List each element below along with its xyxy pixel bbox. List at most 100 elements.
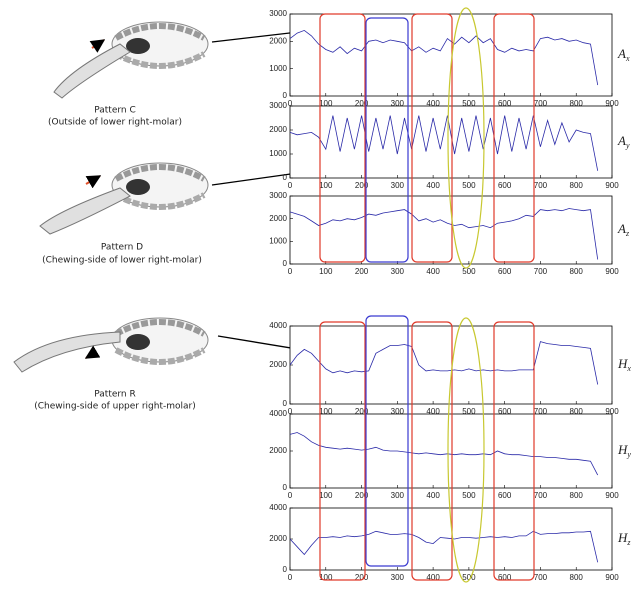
annotations xyxy=(319,7,535,583)
y-axis-label: Ay xyxy=(617,133,630,150)
pattern-caption: (Chewing-side of upper right-molar) xyxy=(34,402,196,412)
x-tick-label: 300 xyxy=(391,267,405,276)
x-tick-label: 900 xyxy=(605,99,619,108)
pattern-label: Pattern D xyxy=(101,243,143,253)
y-tick-label: 3000 xyxy=(269,9,287,18)
x-tick-label: 500 xyxy=(462,267,476,276)
signal-line xyxy=(289,432,599,476)
chart: 0 1000 2000 3000 0 100 200 300 400 500 600 700 800 90… xyxy=(269,191,630,276)
y-axis-label-subscript: z xyxy=(626,538,631,547)
signal-line xyxy=(289,341,599,385)
pattern-caption: (Chewing-side of lower right-molar) xyxy=(42,256,202,266)
x-tick-label: 300 xyxy=(391,407,405,416)
signal-line xyxy=(289,29,599,86)
x-tick-label: 400 xyxy=(426,181,440,190)
highlight-box xyxy=(493,13,535,263)
highlight-box xyxy=(493,321,535,581)
x-tick-label: 800 xyxy=(570,407,584,416)
y-tick-label: 1000 xyxy=(269,149,287,158)
x-tick-label: 900 xyxy=(605,181,619,190)
x-tick-label: 0 xyxy=(288,491,293,500)
x-tick-label: 700 xyxy=(534,99,548,108)
y-tick-label: 2000 xyxy=(269,446,287,455)
x-tick-label: 300 xyxy=(391,99,405,108)
x-tick-label: 200 xyxy=(355,181,369,190)
signal-line xyxy=(289,115,599,171)
x-tick-label: 500 xyxy=(462,491,476,500)
y-tick-label: 2000 xyxy=(269,534,287,543)
highlight-box xyxy=(365,17,409,263)
y-axis-label: Ax xyxy=(617,46,630,63)
y-tick-label: 1000 xyxy=(269,236,287,245)
x-tick-label: 800 xyxy=(570,99,584,108)
y-axis-label-main: H xyxy=(617,442,628,457)
y-axis-label-subscript: x xyxy=(626,364,631,373)
x-tick-label: 400 xyxy=(426,573,440,582)
y-tick-label: 3000 xyxy=(269,101,287,110)
x-tick-label: 500 xyxy=(462,99,476,108)
y-axis-label-subscript: y xyxy=(625,141,630,150)
x-tick-label: 200 xyxy=(355,573,369,582)
x-tick-label: 600 xyxy=(498,573,512,582)
y-tick-label: 4000 xyxy=(269,503,287,512)
x-tick-label: 300 xyxy=(391,573,405,582)
x-tick-label: 0 xyxy=(288,99,293,108)
y-axis-label: Hz xyxy=(617,530,631,547)
signal-line xyxy=(289,530,599,563)
x-tick-label: 900 xyxy=(605,407,619,416)
x-tick-label: 600 xyxy=(498,491,512,500)
x-tick-label: 500 xyxy=(462,407,476,416)
x-tick-label: 0 xyxy=(288,573,293,582)
x-tick-label: 100 xyxy=(319,267,333,276)
plot-frame xyxy=(289,13,613,97)
illustration xyxy=(53,22,208,99)
y-tick-label: 0 xyxy=(283,173,288,182)
y-axis-label-main: A xyxy=(617,46,626,61)
y-axis-label: Hx xyxy=(617,356,631,373)
pattern-caption: (Outside of lower right-molar) xyxy=(48,118,182,128)
x-tick-label: 200 xyxy=(355,491,369,500)
y-axis-label-subscript: x xyxy=(625,54,630,63)
y-tick-label: 2000 xyxy=(269,125,287,134)
y-tick-label: 0 xyxy=(283,91,288,100)
signal-line xyxy=(289,208,599,260)
highlight-ellipse xyxy=(447,317,485,583)
plot-frame xyxy=(289,105,613,179)
y-tick-label: 4000 xyxy=(269,321,287,330)
highlight-box xyxy=(411,321,453,581)
x-tick-label: 200 xyxy=(355,267,369,276)
y-tick-label: 2000 xyxy=(269,36,287,45)
x-tick-label: 200 xyxy=(355,99,369,108)
y-tick-label: 1000 xyxy=(269,64,287,73)
x-tick-label: 100 xyxy=(319,491,333,500)
y-tick-label: 0 xyxy=(283,259,288,268)
x-tick-label: 300 xyxy=(391,491,405,500)
y-tick-label: 0 xyxy=(283,399,288,408)
highlight-box xyxy=(365,315,409,567)
y-tick-label: 3000 xyxy=(269,191,287,200)
x-tick-label: 800 xyxy=(570,181,584,190)
x-tick-label: 900 xyxy=(605,573,619,582)
illustration xyxy=(39,163,208,235)
x-tick-label: 400 xyxy=(426,99,440,108)
x-tick-label: 800 xyxy=(570,267,584,276)
x-tick-label: 400 xyxy=(426,491,440,500)
x-tick-label: 100 xyxy=(319,407,333,416)
x-tick-label: 600 xyxy=(498,407,512,416)
plot-frame xyxy=(289,413,613,489)
x-tick-label: 900 xyxy=(605,267,619,276)
x-tick-label: 0 xyxy=(288,181,293,190)
pattern-label: Pattern C xyxy=(94,106,136,116)
x-tick-label: 900 xyxy=(605,491,619,500)
y-axis-label-main: H xyxy=(617,356,628,371)
highlight-box xyxy=(319,13,366,263)
x-tick-label: 500 xyxy=(462,181,476,190)
x-tick-label: 200 xyxy=(355,407,369,416)
x-tick-label: 400 xyxy=(426,267,440,276)
x-tick-label: 700 xyxy=(534,491,548,500)
y-axis-label-main: H xyxy=(617,530,628,545)
